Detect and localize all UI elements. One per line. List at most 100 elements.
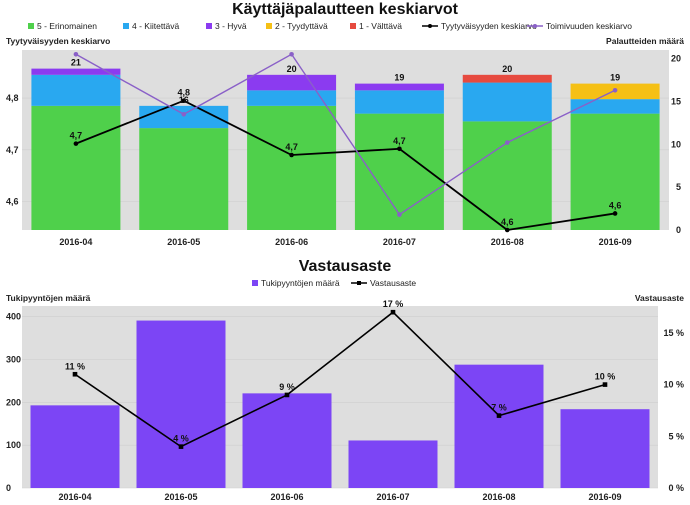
chart1-axes: 4,6 4,7 4,8 0 5 10 15 20 2016-04 2016-05 2016-06 20… (6, 54, 681, 247)
chart1-lines (73, 51, 618, 233)
line-point (73, 141, 79, 146)
line-value-label: 4,8 (177, 88, 190, 98)
x-tick-label: 2016-08 (482, 492, 515, 502)
line-point (496, 413, 502, 418)
legend-swatch (123, 23, 129, 29)
left-tick-label: 4,8 (6, 93, 19, 103)
x-tick-label: 2016-05 (167, 237, 200, 247)
bar-total-label: 20 (287, 64, 297, 74)
line-point (181, 111, 187, 117)
chart2-right-axis-title: Vastausaste (635, 293, 684, 303)
bar-segment (247, 105, 337, 230)
line-point (602, 382, 608, 387)
line-value-label: 4,6 (609, 200, 622, 210)
x-tick-label: 2016-06 (270, 492, 303, 502)
legend-marker (428, 24, 432, 28)
x-tick-label: 2016-04 (59, 237, 92, 247)
left-tick-label: 100 (6, 440, 21, 450)
bar-segment (570, 99, 660, 114)
x-tick-label: 2016-06 (275, 237, 308, 247)
left-tick-label: 0 (6, 483, 11, 493)
right-tick-label: 10 % (663, 380, 684, 390)
bar-segment (570, 113, 660, 230)
bar-segment (462, 82, 552, 122)
left-tick-label: 200 (6, 397, 21, 407)
right-tick-label: 20 (671, 54, 681, 64)
line-point (181, 98, 187, 103)
x-tick-label: 2016-09 (599, 237, 632, 247)
left-tick-label: 400 (6, 312, 21, 322)
bar-segment (462, 121, 552, 230)
chart1-right-axis-title: Palautteiden määrä (606, 36, 684, 46)
chart2-legend: Tukipyyntöjen määrä Vastausaste (252, 278, 416, 288)
right-tick-label: 10 (671, 139, 681, 149)
chart1-bars (31, 68, 660, 230)
bar (454, 364, 544, 488)
chart2-left-axis-title: Tukipyyntöjen määrä (6, 293, 91, 303)
right-tick-label: 15 % (663, 328, 684, 338)
chart2-title: Vastausaste (299, 258, 392, 275)
legend-swatch (266, 23, 272, 29)
chart2-gridlines (22, 316, 658, 489)
bar (348, 440, 438, 488)
right-tick-label: 5 % (668, 431, 684, 441)
bar-segment (31, 105, 121, 230)
line-point (289, 152, 294, 158)
x-tick-label: 2016-07 (376, 492, 409, 502)
left-tick-label: 4,7 (6, 145, 19, 155)
legend-swatch (206, 23, 212, 29)
bar-total-label: 19 (394, 73, 404, 83)
line-value-label: 10 % (595, 372, 616, 382)
line-value-label: 17 % (383, 299, 404, 309)
bar (136, 320, 226, 488)
chart1-plot-area (22, 50, 669, 230)
line-value-label: 4,7 (70, 131, 83, 141)
line-point (73, 51, 79, 57)
chart1-title: Käyttäjäpalautteen keskiarvot (232, 1, 459, 18)
line-point (72, 371, 78, 377)
series-line (75, 53, 616, 216)
legend-label: Tukipyyntöjen määrä (261, 278, 340, 288)
legend-swatch (350, 23, 356, 29)
right-tick-label: 0 (676, 225, 681, 235)
chart2-plot-area (22, 306, 658, 488)
x-tick-label: 2016-05 (164, 492, 197, 502)
bar-segment (247, 74, 337, 91)
bar-segment (462, 74, 552, 83)
line-point (504, 140, 510, 145)
legend-marker (357, 281, 361, 285)
bar-total-label: 16 (179, 95, 189, 105)
line-value-label: 4,7 (393, 136, 406, 146)
legend-label: Toimivuuden keskiarvo (546, 21, 632, 31)
chart2-lines (72, 309, 608, 449)
bar-segment (247, 90, 337, 106)
chart2-axes: 0 100 200 300 400 0 % 5 % 10 % 15 % 2016-04 2016-0… (6, 312, 684, 502)
line-point (612, 87, 618, 93)
line-point (397, 212, 402, 217)
left-tick-label: 4,6 (6, 197, 19, 207)
line-point (612, 211, 618, 216)
series-line (74, 311, 606, 448)
legend-label: 3 - Hyvä (215, 21, 247, 31)
right-tick-label: 15 (671, 96, 681, 106)
line-point (284, 392, 290, 398)
bar-total-label: 19 (610, 73, 620, 83)
x-tick-label: 2016-04 (58, 492, 91, 502)
series-line (75, 99, 616, 231)
legend-swatch (28, 23, 34, 29)
bar-segment (139, 128, 229, 230)
legend-label: 1 - Välttävä (359, 21, 402, 31)
left-tick-label: 300 (6, 355, 21, 365)
line-value-label: 4,7 (285, 142, 298, 152)
bar (560, 409, 650, 488)
line-point (289, 51, 294, 57)
legend-label: Tyytyväisyyden keskiarvo (441, 21, 537, 31)
bar-total-label: 21 (71, 58, 81, 68)
bar-segment (354, 90, 444, 114)
line-point (397, 146, 402, 152)
right-tick-label: 0 % (668, 483, 684, 493)
chart2-data-labels: 11 % 4 % 9 % 17 % 7 % 10 % (65, 299, 615, 443)
chart1-left-axis-title: Tyytyväisyyden keskiarvo (6, 36, 110, 46)
bar-segment (31, 74, 121, 106)
